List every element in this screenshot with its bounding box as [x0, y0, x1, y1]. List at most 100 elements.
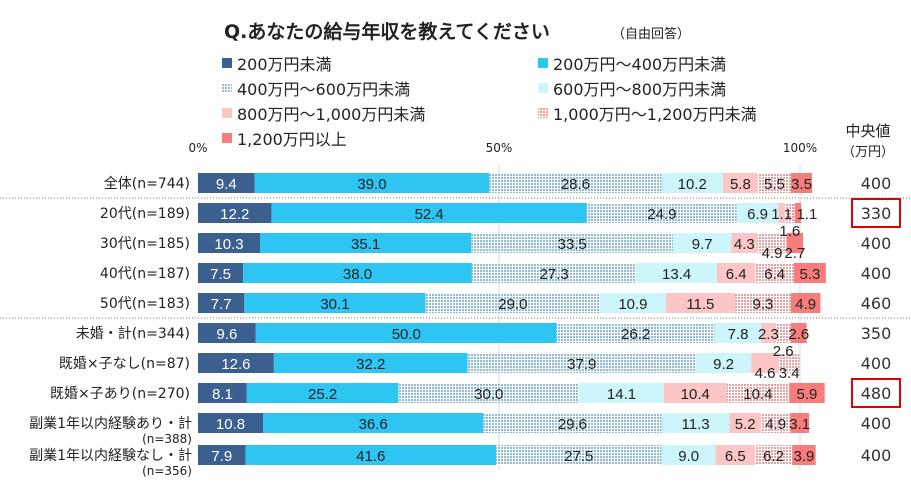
median-unit: （万円） [842, 145, 894, 160]
bar-segment [254, 173, 490, 193]
bar-segment [695, 353, 752, 373]
data-label: 29.6 [558, 416, 587, 433]
data-label: 12.6 [221, 356, 250, 373]
bar-segment [715, 445, 755, 465]
category-label: 40代(n=187) [100, 266, 190, 282]
data-label: 35.1 [351, 236, 380, 253]
data-label: 7.7 [211, 296, 232, 313]
median-value: 400 [861, 234, 892, 253]
bar-row: 未婚・計(n=344) 350 [76, 323, 891, 343]
bar-row: 副業1年以内経験なし・計(n=356) 400 [29, 445, 891, 478]
category-label: 全体(n=744) [104, 175, 190, 192]
data-label: 2.3 [758, 326, 779, 343]
data-label: 10.9 [618, 296, 647, 313]
legend-label: 1,000万円～1,200万円未満 [553, 105, 757, 124]
bar-segment [790, 173, 813, 193]
data-label: 4.9 [795, 296, 816, 313]
bar-segment [636, 263, 717, 283]
category-label: 副業1年以内経験あり・計 [29, 416, 192, 432]
bar-segment [778, 203, 785, 223]
bar-segment [263, 413, 484, 433]
bar-segment [198, 263, 244, 283]
bar-segment [663, 383, 727, 403]
median-value: 400 [861, 174, 892, 193]
data-label: 6.4 [726, 266, 747, 283]
category-n: (n=388) [142, 432, 192, 446]
median-highlight [851, 378, 901, 408]
data-label: 26.2 [621, 326, 650, 343]
bar-segment [790, 293, 821, 313]
bar-segment [198, 383, 247, 403]
bar-segment [729, 413, 761, 433]
bar-segment [271, 203, 587, 223]
bar-row: 全体(n=744) 400 [104, 173, 892, 193]
legend-swatch [222, 58, 232, 68]
category-label: 50代(n=183) [100, 296, 190, 312]
median-value: 480 [861, 384, 892, 403]
data-label: 27.3 [539, 266, 568, 283]
legend-label: 200万円～400万円未満 [553, 55, 726, 74]
bar-segment [398, 383, 580, 403]
bar-segment [579, 383, 664, 403]
bar-segment [716, 263, 756, 283]
bar-segment [792, 445, 816, 465]
x-tick-label: 0% [188, 141, 207, 155]
data-label: 9.0 [678, 448, 699, 465]
bar-segment [760, 413, 791, 433]
data-label: 27.5 [564, 448, 593, 465]
category-label: 30代(n=185) [100, 236, 190, 252]
data-label: 39.0 [357, 176, 386, 193]
data-label: 3.1 [789, 416, 810, 433]
data-label: 4.9 [765, 416, 786, 433]
bar-segment [586, 203, 737, 223]
category-label: 未婚・計(n=344) [76, 326, 190, 342]
data-label: 9.7 [692, 236, 713, 253]
bar-segment [471, 233, 673, 253]
data-label: 8.1 [212, 386, 233, 403]
bar-segment [786, 233, 804, 253]
data-label: 30.1 [320, 296, 349, 313]
bar-segment [495, 445, 662, 465]
bar-row: 既婚×子あり(n=270) 480 [50, 378, 901, 408]
bar-segment [198, 445, 246, 465]
bar-segment [665, 293, 735, 313]
bar-segment [661, 445, 716, 465]
bar-segment [775, 323, 791, 343]
bar-segment [467, 353, 696, 373]
data-label: 4.9 [762, 245, 783, 262]
data-label: 10.3 [214, 236, 243, 253]
data-label: 9.2 [713, 356, 734, 373]
data-label: 5.9 [796, 386, 817, 403]
bar-segment [714, 323, 762, 343]
median-value: 460 [861, 294, 892, 313]
bar-segment [790, 413, 810, 433]
bar-segment [754, 445, 793, 465]
data-label: 10.2 [678, 176, 707, 193]
bar-segment [722, 173, 758, 193]
data-labels: 9.4 39.0 28.6 10.2 5.8 5.5 3.512.2 52.4 24.9 6.9 1… [210, 176, 820, 465]
bar-row: 既婚×子なし(n=87) 400 [59, 353, 891, 373]
bar-segment [672, 233, 732, 253]
data-label: 24.9 [647, 206, 676, 223]
data-label: 6.4 [764, 266, 785, 283]
legend: 200万円未満 200万円～400万円未満 400万円～600万円未満 600万円～8… [222, 55, 757, 149]
bar-segment [198, 353, 274, 373]
bar-segment [757, 173, 791, 193]
bar-segment [789, 383, 825, 403]
category-label: 既婚×子なし(n=87) [59, 356, 190, 372]
bar-segment [483, 413, 662, 433]
bar-segment [489, 173, 662, 193]
data-label: 11.3 [682, 416, 710, 433]
bar-segment [198, 233, 261, 253]
data-label: 6.9 [747, 206, 768, 223]
x-tick-label: 50% [486, 141, 513, 155]
data-label: 7.8 [728, 326, 749, 343]
data-label: 3.4 [779, 365, 800, 382]
median-value: 400 [861, 414, 892, 433]
data-label: 33.5 [558, 236, 587, 253]
median-value: 400 [861, 446, 892, 465]
bar-row: 副業1年以内経験あり・計(n=388) 400 [29, 413, 891, 446]
data-label: 4.6 [755, 365, 776, 382]
data-label: 6.5 [725, 448, 746, 465]
legend-label: 200万円未満 [237, 55, 332, 74]
